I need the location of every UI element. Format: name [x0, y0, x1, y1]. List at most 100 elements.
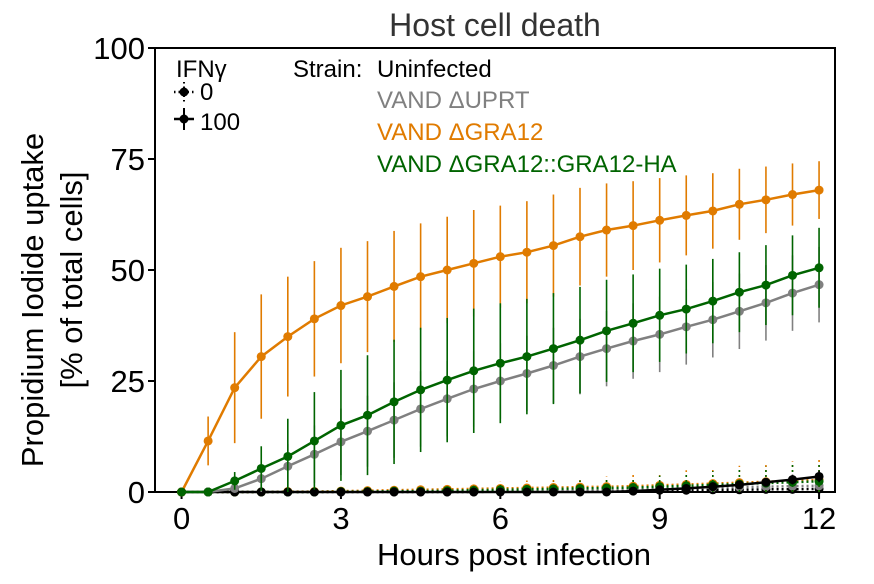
strain-legend-gra12: VAND ΔGRA12: [377, 119, 543, 146]
data-point: [575, 487, 585, 497]
data-point: [548, 241, 558, 251]
data-point: [230, 476, 240, 486]
strain-legend-title: Strain:: [293, 56, 362, 83]
data-point: [416, 487, 426, 497]
data-point: [602, 487, 612, 497]
data-point: [389, 487, 399, 497]
strain-legend: Strain: Uninfected VAND ΔUPRT VAND ΔGRA1…: [293, 56, 677, 178]
data-point: [363, 292, 372, 302]
data-point: [575, 335, 585, 345]
data-point: [655, 310, 665, 320]
ifn-legend: IFNγ 0 100: [174, 56, 240, 136]
data-point: [495, 252, 505, 262]
data-point: [788, 270, 797, 280]
data-point: [203, 487, 213, 497]
data-point: [761, 280, 771, 290]
data-point: [761, 195, 771, 205]
data-point: [628, 486, 638, 496]
data-point: [548, 487, 558, 497]
y-axis-label-line1: Propidium Iodide uptake: [15, 133, 50, 467]
data-point: [734, 287, 744, 297]
data-point: [469, 487, 479, 497]
strain-legend-uprt: VAND ΔUPRT: [377, 87, 530, 114]
ifn-legend-solid-marker: [179, 114, 189, 124]
data-point: [177, 487, 187, 497]
data-point: [442, 265, 452, 275]
data-point: [336, 487, 346, 497]
data-point: [575, 232, 585, 242]
data-point: [602, 326, 612, 336]
x-tick-label: 12: [802, 501, 836, 536]
data-point: [495, 487, 505, 497]
y-axis-label-line2: [% of total cells]: [54, 171, 89, 388]
data-point: [283, 332, 293, 342]
data-point: [522, 487, 532, 497]
data-point: [655, 485, 665, 495]
x-tick-label: 9: [651, 501, 668, 536]
y-tick-label: 0: [128, 475, 145, 510]
y-tick-label: 75: [111, 142, 145, 177]
data-point: [230, 383, 240, 393]
data-point: [283, 451, 293, 461]
data-point: [734, 480, 744, 490]
strain-legend-gra12-ha: VAND ΔGRA12::GRA12-HA: [377, 151, 677, 178]
data-point: [788, 190, 797, 200]
ifn-legend-dotted-marker: [179, 87, 189, 97]
data-point: [814, 471, 824, 481]
data-point: [363, 410, 372, 420]
data-point: [602, 225, 612, 235]
x-tick-label: 0: [173, 501, 190, 536]
data-point: [814, 263, 824, 273]
y-tick-label: 50: [111, 253, 145, 288]
data-point: [363, 487, 372, 497]
data-point: [469, 366, 479, 376]
data-point: [256, 463, 266, 473]
ifn-legend-label-100: 100: [200, 109, 240, 136]
chart-title: Host cell death: [389, 7, 601, 43]
data-point: [708, 206, 718, 216]
data-point: [495, 358, 505, 368]
data-point: [522, 352, 532, 362]
data-point: [389, 281, 399, 291]
data-point: [442, 487, 452, 497]
y-tick-label: 25: [111, 364, 145, 399]
data-point: [442, 375, 452, 385]
data-point: [389, 397, 399, 407]
data-point: [469, 258, 479, 268]
y-tick-label: 100: [93, 31, 145, 66]
ifn-legend-label-0: 0: [200, 79, 213, 106]
data-point: [256, 352, 266, 362]
strain-legend-uninfected: Uninfected: [377, 56, 492, 83]
plot-frame: [154, 47, 836, 493]
data-point: [203, 436, 213, 446]
data-point: [761, 477, 771, 487]
data-point: [708, 482, 718, 492]
data-point: [681, 483, 691, 493]
data-point: [788, 475, 797, 485]
data-point: [416, 272, 426, 282]
data-point: [309, 487, 319, 497]
data-point: [309, 314, 319, 324]
data-point: [309, 436, 319, 446]
data-point: [655, 215, 665, 225]
x-axis-label: Hours post infection: [377, 537, 651, 572]
data-point: [336, 301, 346, 311]
data-point: [814, 185, 824, 195]
data-point: [628, 221, 638, 231]
data-point: [416, 385, 426, 395]
x-tick-label: 3: [332, 501, 349, 536]
data-point: [681, 304, 691, 314]
x-tick-label: 6: [492, 501, 509, 536]
data-point: [548, 344, 558, 354]
series-7: [177, 227, 824, 497]
data-point: [628, 318, 638, 328]
series-4: [177, 470, 824, 497]
ifn-legend-title: IFNγ: [176, 56, 227, 83]
series-layer: [177, 161, 824, 497]
data-point: [734, 199, 744, 209]
data-point: [522, 247, 532, 257]
data-point: [708, 296, 718, 306]
data-point: [681, 210, 691, 220]
data-point: [336, 420, 346, 430]
